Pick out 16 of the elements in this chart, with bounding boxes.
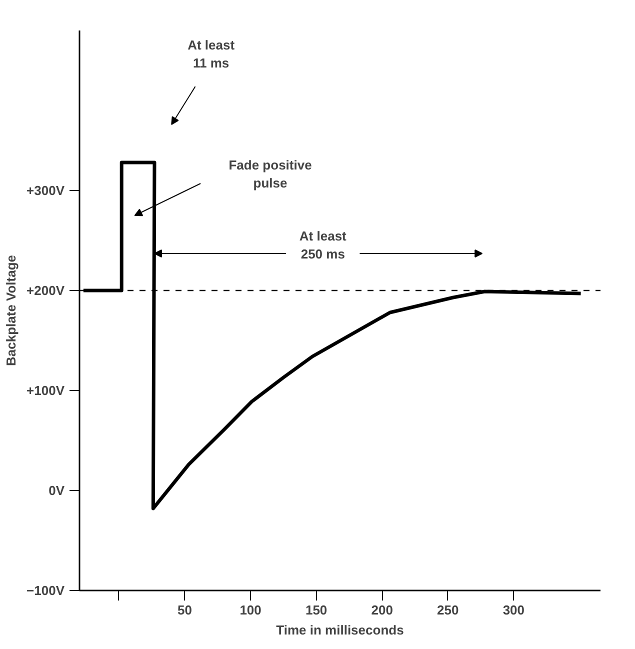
y-tick-label: 0V [48,483,65,498]
x-tick-label: 150 [305,602,328,618]
y-tick-label: +200V [26,283,65,298]
y-tick-label: +300V [26,183,65,198]
annotation: Fade positive pulse [228,158,312,190]
y-axis-title: Backplate Voltage [4,254,19,366]
annotation: At least 11 ms [188,38,236,70]
annotation: At least 250 ms [299,228,348,262]
x-tick-label: 300 [502,602,525,618]
x-tick-label: 200 [371,602,393,618]
x-tick-label: 100 [240,602,262,618]
y-tick-label: +100V [26,383,65,398]
x-tick-label: 250 [437,602,459,618]
y-tick-label: −100V [26,583,65,598]
x-axis-title: Time in milliseconds [276,622,404,638]
x-tick-label: 50 [178,602,192,618]
